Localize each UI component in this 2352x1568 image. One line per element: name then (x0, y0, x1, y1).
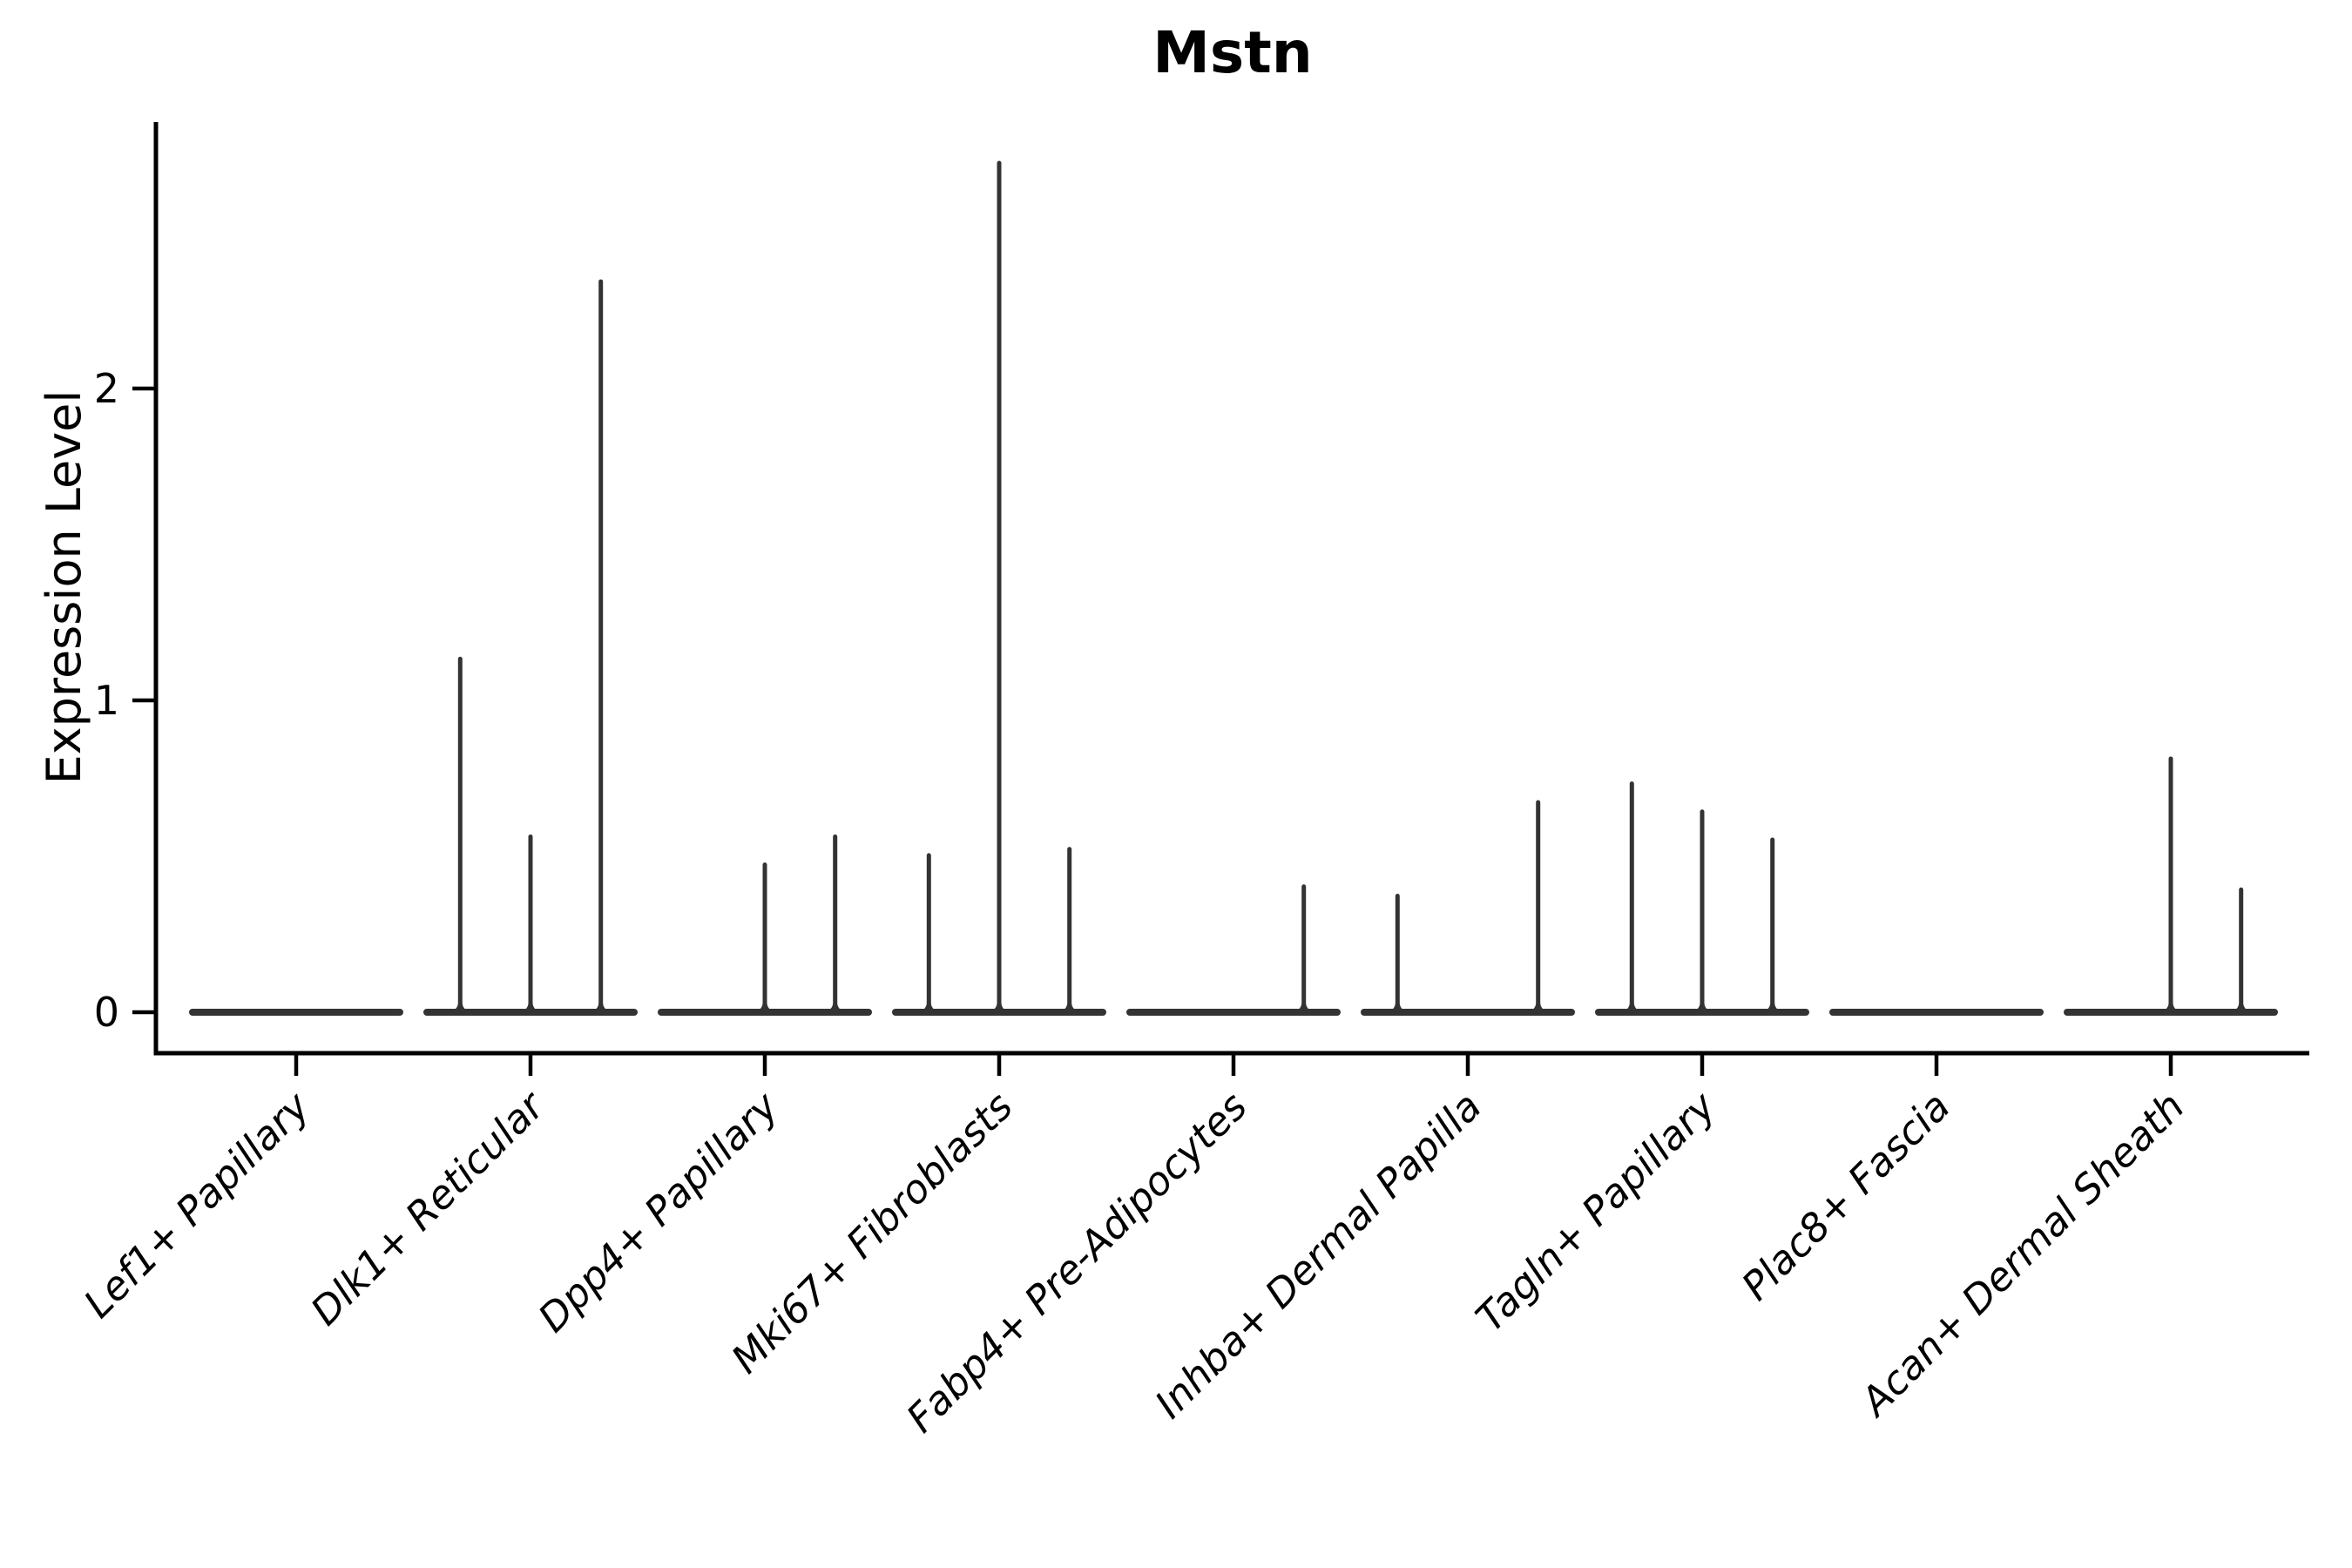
y-tick-label: 1 (94, 677, 119, 724)
violin-baseline (189, 1009, 403, 1016)
violin-spike (911, 853, 947, 1014)
x-category-label: Lef1+ Papillary (75, 1082, 320, 1327)
violin-spike (817, 834, 853, 1014)
violin-spike (1685, 809, 1720, 1014)
y-tick-label: 0 (94, 989, 119, 1036)
violin-spike (1286, 884, 1321, 1014)
violin-baseline (1829, 1009, 2044, 1016)
violin-spike (982, 160, 1017, 1014)
x-category-label: Dlk1+ Reticular (301, 1082, 554, 1335)
violin-spike (1520, 800, 1556, 1014)
violin-spike (583, 279, 618, 1014)
violin-spike (1051, 847, 1087, 1014)
x-category-label: Dpp4+ Papillary (530, 1082, 788, 1341)
violin-spike (1754, 837, 1790, 1014)
x-category-label: Plac8+ Fascia (1733, 1083, 1959, 1309)
violin-spike (1380, 893, 1416, 1014)
x-category-label: Tagln+ Papillary (1467, 1082, 1726, 1341)
violin-spike (2223, 887, 2259, 1014)
violin-spike (513, 834, 548, 1014)
chart-title: Mstn (1152, 19, 1313, 86)
violin-spike (747, 862, 782, 1014)
violin-spike (2153, 756, 2188, 1014)
violin-spike (443, 656, 478, 1014)
violin-spike (1614, 781, 1650, 1014)
y-tick-label: 2 (94, 365, 119, 412)
